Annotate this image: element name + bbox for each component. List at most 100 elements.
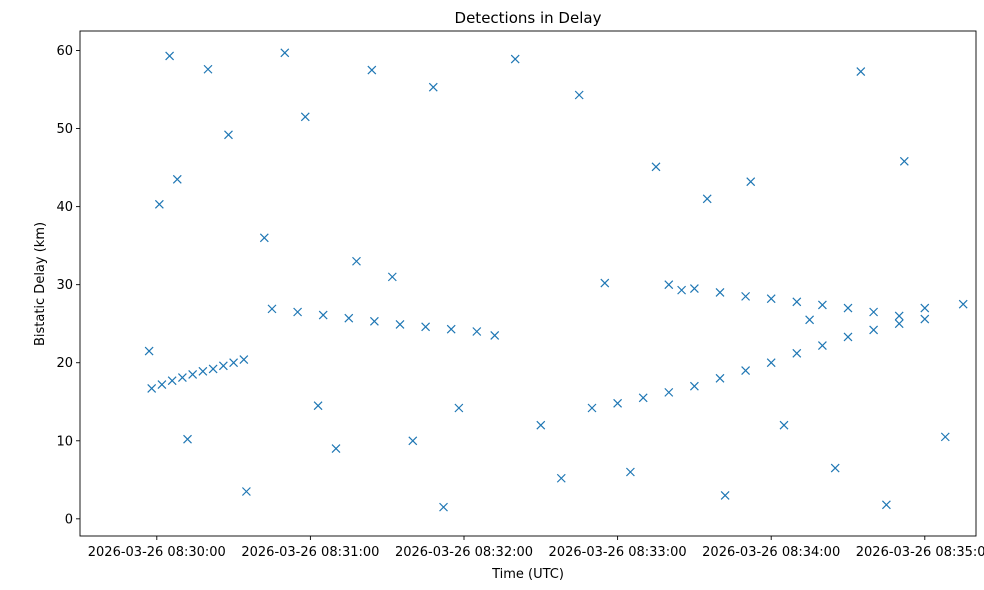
data-point	[177, 373, 187, 382]
data-point	[352, 256, 361, 266]
y-tick-label: 60	[56, 44, 73, 59]
data-point	[587, 403, 597, 413]
x-tick-label: 2026-03-26 08:35:00	[856, 545, 984, 560]
data-point	[472, 327, 482, 336]
data-point	[869, 325, 879, 335]
data-point	[920, 303, 930, 313]
x-tick-label: 2026-03-26 08:31:00	[241, 545, 379, 560]
data-point	[224, 130, 233, 140]
data-point	[894, 311, 904, 321]
data-point	[746, 177, 756, 187]
data-point	[638, 393, 648, 403]
data-point	[741, 291, 751, 301]
data-point	[651, 162, 661, 172]
x-tick-label: 2026-03-26 08:30:00	[88, 545, 226, 560]
x-axis-label: Time (UTC)	[491, 567, 564, 582]
data-point	[439, 502, 448, 512]
data-point	[167, 376, 177, 386]
x-tick-label: 2026-03-26 08:33:00	[549, 545, 687, 560]
data-point	[157, 380, 167, 390]
data-point	[387, 272, 397, 282]
data-point	[940, 432, 950, 442]
data-point	[856, 67, 866, 77]
data-point	[720, 490, 730, 500]
data-point	[766, 294, 776, 304]
data-point	[830, 463, 840, 473]
data-point	[625, 467, 635, 477]
data-point	[715, 288, 725, 297]
data-point	[241, 487, 251, 496]
data-point	[239, 355, 249, 365]
data-point	[218, 361, 228, 371]
data-point	[510, 54, 520, 64]
data-point	[805, 315, 815, 325]
data-point	[741, 366, 751, 375]
data-point	[203, 64, 213, 74]
data-point	[259, 233, 269, 243]
data-point	[144, 346, 154, 356]
y-tick-label: 50	[56, 122, 73, 137]
data-point	[843, 332, 853, 342]
data-point	[369, 316, 379, 326]
data-point	[689, 284, 699, 293]
data-point	[280, 48, 290, 58]
y-tick-label: 10	[56, 434, 73, 449]
data-point	[454, 403, 464, 413]
data-point	[428, 82, 438, 92]
data-point	[792, 297, 802, 307]
data-point	[300, 112, 310, 122]
data-point	[408, 436, 418, 446]
data-point	[779, 420, 789, 430]
data-point	[208, 364, 218, 374]
data-point	[958, 299, 968, 309]
data-point	[367, 65, 377, 75]
data-point	[869, 307, 879, 317]
data-point	[318, 310, 328, 320]
data-point	[293, 307, 303, 317]
data-point	[229, 358, 239, 368]
data-point	[344, 313, 354, 323]
data-point	[613, 398, 623, 408]
data-point	[154, 199, 164, 209]
y-tick-label: 20	[56, 356, 73, 371]
data-point	[689, 381, 699, 391]
data-point	[267, 304, 277, 314]
data-point	[172, 174, 182, 184]
data-point	[664, 387, 674, 397]
x-tick-label: 2026-03-26 08:32:00	[395, 545, 533, 560]
plot-area	[79, 30, 977, 537]
y-tick-label: 40	[56, 200, 73, 215]
data-point	[147, 384, 157, 393]
data-point	[165, 51, 175, 61]
y-axis-label: Bistatic Delay (km)	[33, 222, 48, 346]
data-point	[331, 444, 341, 454]
data-point	[421, 322, 431, 332]
y-tick-label: 30	[56, 278, 73, 293]
data-point	[664, 280, 674, 290]
data-point	[715, 373, 725, 383]
data-point	[446, 324, 456, 334]
data-point	[677, 285, 687, 295]
data-point	[894, 319, 904, 329]
chart-title: Detections in Delay	[455, 9, 602, 27]
data-point	[536, 420, 546, 430]
data-point	[792, 348, 802, 358]
data-point	[600, 278, 610, 288]
data-point	[702, 194, 712, 204]
data-point	[556, 473, 566, 483]
data-point	[920, 314, 930, 324]
data-point	[881, 500, 891, 510]
data-point	[395, 320, 405, 329]
data-point	[183, 434, 192, 444]
data-point	[313, 401, 323, 411]
data-point	[817, 341, 827, 350]
y-tick-label: 0	[65, 512, 73, 527]
x-tick-label: 2026-03-26 08:34:00	[702, 545, 840, 560]
data-point	[899, 156, 909, 166]
data-point	[817, 300, 827, 310]
data-point	[843, 303, 853, 313]
data-point	[490, 330, 500, 340]
data-point	[766, 358, 776, 368]
